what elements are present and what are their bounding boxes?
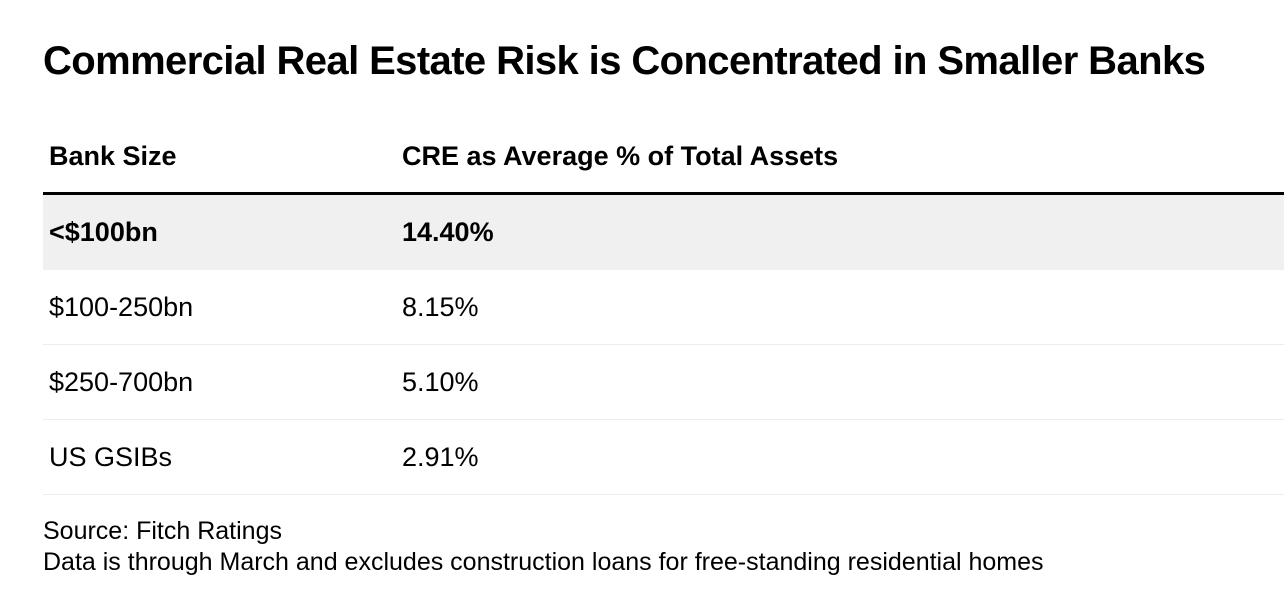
bank-size-cell: <$100bn [49, 217, 158, 247]
cre-percent-cell: 8.15% [402, 292, 479, 322]
cre-percent-cell: 2.91% [402, 442, 479, 472]
table-row: $250-700bn 5.10% [43, 345, 1284, 420]
column-header-cre-percent: CRE as Average % of Total Assets [402, 141, 839, 171]
column-header-bank-size: Bank Size [49, 141, 177, 171]
cre-percent-cell: 14.40% [402, 217, 494, 247]
cre-percent-cell: 5.10% [402, 367, 479, 397]
data-note: Data is through March and excludes const… [43, 548, 1044, 576]
data-table: Bank Size CRE as Average % of Total Asse… [43, 120, 1284, 495]
chart-footer: Source: Fitch Ratings Data is through Ma… [43, 516, 1044, 578]
table-body: <$100bn 14.40% $100-250bn 8.15% $250-700bn 5.… [43, 195, 1284, 495]
bank-size-cell: $100-250bn [49, 292, 194, 322]
source-note: Source: Fitch Ratings [43, 517, 282, 545]
table-row: $100-250bn 8.15% [43, 270, 1284, 345]
table-row: US GSIBs 2.91% [43, 420, 1284, 495]
table-header-row: Bank Size CRE as Average % of Total Asse… [43, 120, 1284, 195]
table-row: <$100bn 14.40% [43, 195, 1284, 270]
bank-size-cell: $250-700bn [49, 367, 194, 397]
bank-size-cell: US GSIBs [49, 442, 173, 472]
chart-title: Commercial Real Estate Risk is Concentra… [43, 39, 1206, 83]
